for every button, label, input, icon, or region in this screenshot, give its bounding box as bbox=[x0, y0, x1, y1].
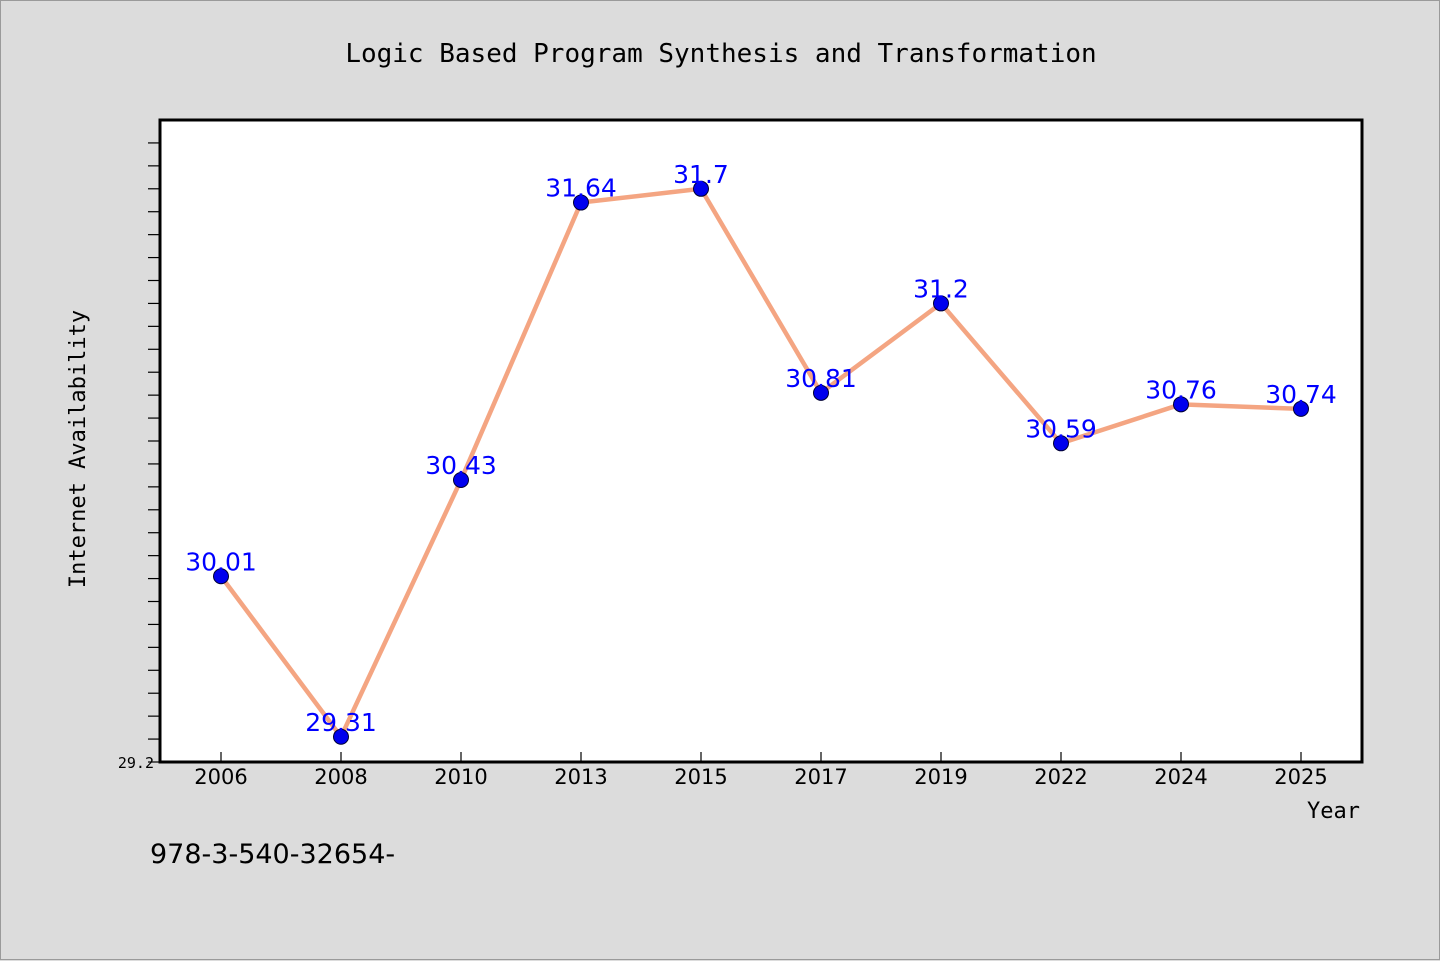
y-axis-label: Internet Availability bbox=[66, 310, 91, 588]
x-tick-label: 2015 bbox=[674, 765, 727, 789]
data-label: 30.81 bbox=[785, 364, 857, 393]
data-point bbox=[213, 568, 229, 585]
data-point bbox=[1293, 400, 1309, 417]
y-tick-label: 29.2 bbox=[118, 754, 154, 772]
data-label: 31.2 bbox=[913, 274, 969, 303]
series-line bbox=[219, 186, 1302, 740]
data-point bbox=[333, 728, 349, 745]
data-markers bbox=[213, 180, 1309, 745]
x-tick-label: 2024 bbox=[1154, 765, 1207, 789]
data-label: 29.31 bbox=[305, 708, 377, 737]
x-tick-label: 2008 bbox=[314, 765, 367, 789]
x-tick-label: 2013 bbox=[554, 765, 607, 789]
x-tick-label: 2019 bbox=[914, 765, 967, 789]
x-tick-label: 2006 bbox=[194, 765, 247, 789]
data-label: 30.74 bbox=[1265, 380, 1337, 409]
data-point bbox=[1173, 396, 1189, 413]
data-label: 31.7 bbox=[673, 160, 729, 189]
data-label: 30.43 bbox=[425, 451, 497, 480]
x-tick-label: 2025 bbox=[1274, 765, 1327, 789]
data-point bbox=[573, 194, 589, 211]
x-axis-label: Year bbox=[1307, 799, 1360, 824]
x-tick-label: 2010 bbox=[434, 765, 487, 789]
data-point bbox=[1053, 435, 1069, 452]
x-axis-ticks: 2006 2008 2010 2013 2015 2017 2019 2022 2024 2025 bbox=[194, 752, 1328, 789]
data-labels: 30.01 29.31 30.43 31.64 31.7 30.81 31.2 30.59 30… bbox=[185, 160, 1337, 737]
data-point bbox=[933, 295, 949, 312]
data-label: 31.64 bbox=[545, 174, 617, 203]
series-polyline bbox=[219, 186, 1302, 740]
data-label: 30.76 bbox=[1145, 375, 1217, 404]
data-point bbox=[453, 471, 469, 488]
data-point bbox=[693, 180, 709, 197]
chart-title: Logic Based Program Synthesis and Transf… bbox=[345, 39, 1096, 69]
plot-area bbox=[158, 118, 1364, 764]
data-label: 30.01 bbox=[185, 547, 257, 576]
x-tick-label: 2017 bbox=[794, 765, 847, 789]
data-point bbox=[813, 384, 829, 401]
data-label: 30.59 bbox=[1025, 414, 1097, 443]
y-axis-ticks: 29.2 bbox=[118, 142, 160, 772]
x-tick-label: 2022 bbox=[1034, 765, 1087, 789]
footnote-isbn: 978-3-540-32654- bbox=[150, 839, 395, 870]
